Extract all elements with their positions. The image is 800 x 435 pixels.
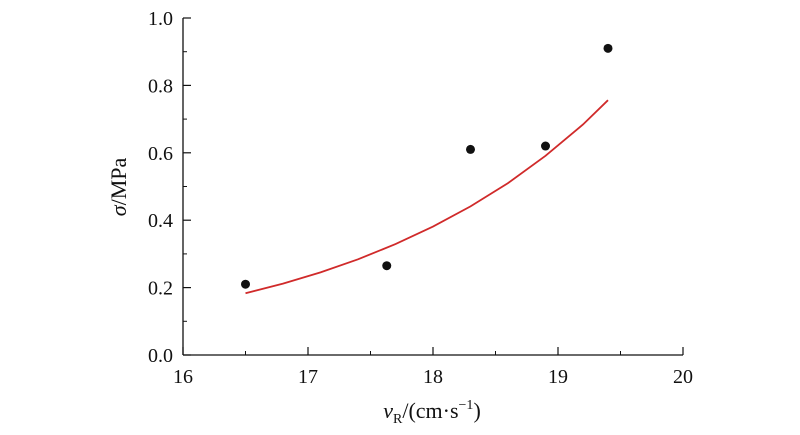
y-tick-label: 0.8	[148, 75, 173, 97]
x-axis-title: vR/(cm·s−1)	[383, 398, 481, 427]
x-axis-title-close: )	[473, 398, 480, 423]
fit-curve	[245, 99, 609, 295]
data-point	[241, 279, 250, 289]
y-axis-title-symbol: σ	[106, 204, 131, 216]
x-axis-title-subscript: R	[393, 412, 403, 427]
y-axis-title-unit: /MPa	[106, 158, 131, 206]
axis-ticks	[182, 17, 684, 356]
data-point	[382, 261, 392, 271]
x-tick-label: 17	[298, 366, 318, 388]
x-tick-label: 18	[423, 366, 443, 388]
y-tick-label: 0.6	[148, 143, 173, 165]
y-tick-label: 0.0	[148, 345, 173, 367]
x-axis-title-unit: /(cm·s	[402, 398, 458, 423]
plot-area	[182, 18, 683, 356]
x-axis-title-symbol: v	[383, 398, 393, 423]
data-point	[466, 144, 475, 154]
x-axis-title-superscript: −1	[459, 398, 474, 413]
y-tick-label: 1.0	[148, 8, 173, 30]
y-axis-title: σ/MPa	[106, 158, 131, 217]
x-tick-label: 16	[173, 366, 193, 388]
y-tick-label: 0.2	[148, 278, 173, 300]
data-point	[603, 43, 613, 53]
tick-labels: 16 17 18 19 20 0.0 0.2 0.4 0.6 0.8 1.0	[148, 8, 693, 388]
y-tick-label: 0.4	[148, 210, 173, 232]
x-tick-label: 20	[673, 366, 693, 388]
x-tick-label: 19	[548, 366, 568, 388]
data-point	[541, 141, 550, 151]
chart-marks	[241, 43, 613, 295]
